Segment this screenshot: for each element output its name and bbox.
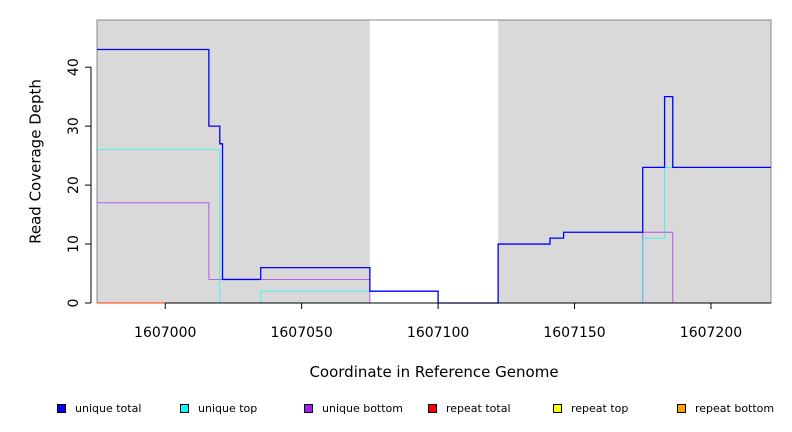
y-tick-label: 10 bbox=[66, 235, 82, 253]
legend-item-unique-bottom: unique bottom bbox=[304, 400, 403, 416]
legend-label: unique total bbox=[75, 401, 142, 415]
legend-label: unique bottom bbox=[322, 401, 404, 415]
legend: unique total unique top unique bottom repea… bbox=[0, 400, 792, 420]
x-tick-label: 1607200 bbox=[680, 325, 742, 341]
x-tick-label: 1607050 bbox=[270, 325, 332, 341]
legend-label: repeat top bbox=[571, 401, 629, 415]
legend-item-unique-total: unique total bbox=[57, 400, 141, 416]
y-axis-label: Read Coverage Depth bbox=[27, 79, 45, 244]
legend-swatch bbox=[677, 403, 686, 413]
shaded-region-1 bbox=[498, 20, 771, 303]
legend-item-unique-top: unique top bbox=[180, 400, 257, 416]
x-tick-label: 1607100 bbox=[407, 325, 469, 341]
x-tick-label: 1607000 bbox=[134, 325, 196, 341]
x-axis-label: Coordinate in Reference Genome bbox=[309, 363, 558, 381]
legend-label: repeat bottom bbox=[695, 401, 775, 415]
legend-swatch bbox=[428, 403, 437, 413]
y-tick-label: 30 bbox=[66, 117, 82, 135]
shaded-region-0 bbox=[97, 20, 370, 303]
x-tick-label: 1607150 bbox=[543, 325, 605, 341]
legend-swatch bbox=[180, 403, 189, 413]
legend-item-repeat-total: repeat total bbox=[428, 400, 511, 416]
legend-item-repeat-bottom: repeat bottom bbox=[677, 400, 774, 416]
legend-swatch bbox=[553, 403, 562, 413]
legend-item-repeat-top: repeat top bbox=[553, 400, 628, 416]
y-tick-label: 40 bbox=[66, 58, 82, 76]
chart: 1607000 1607050 1607100 1607150 1607200 0 10 20… bbox=[27, 19, 772, 381]
shaded-regions bbox=[97, 20, 771, 303]
legend-label: unique top bbox=[198, 401, 258, 415]
axes: 1607000 1607050 1607100 1607150 1607200 0 10 20… bbox=[66, 58, 771, 341]
legend-label: repeat total bbox=[446, 401, 511, 415]
legend-swatch bbox=[304, 403, 313, 413]
y-tick-label: 0 bbox=[66, 299, 82, 308]
legend-swatch bbox=[57, 403, 66, 413]
y-tick-label: 20 bbox=[66, 176, 82, 194]
